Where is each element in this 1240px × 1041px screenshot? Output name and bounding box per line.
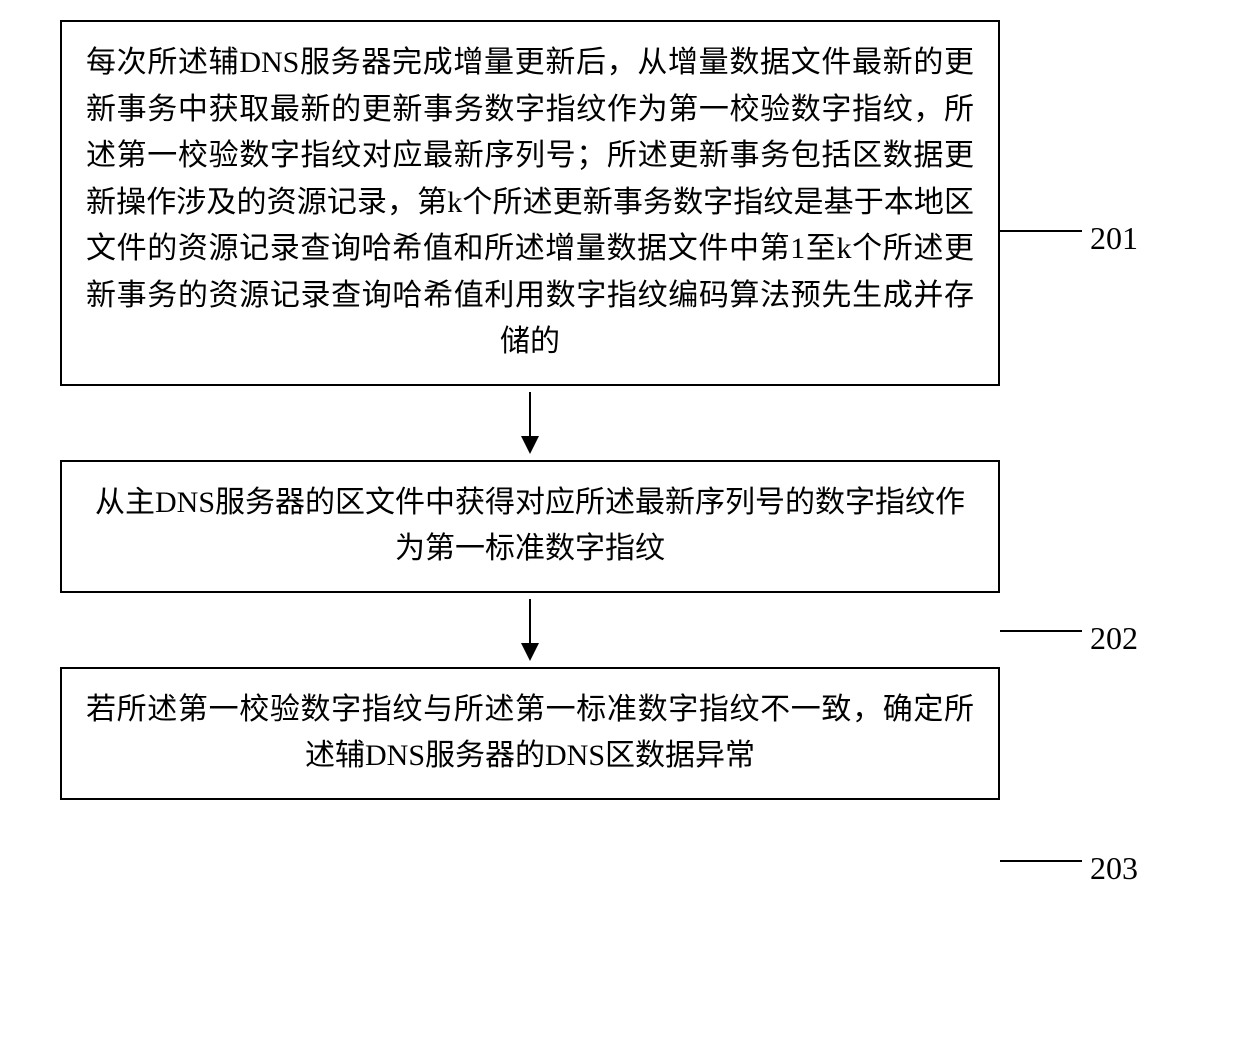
arrow-down-icon <box>515 599 545 661</box>
flow-step-201: 每次所述辅DNS服务器完成增量更新后，从增量数据文件最新的更新事务中获取最新的更… <box>60 20 1000 386</box>
connector-201 <box>1000 230 1082 232</box>
flow-step-202: 从主DNS服务器的区文件中获得对应所述最新序列号的数字指纹作为第一标准数字指纹 <box>60 460 1000 593</box>
label-202: 202 <box>1090 620 1138 657</box>
label-201: 201 <box>1090 220 1138 257</box>
flow-step-203-text: 若所述第一校验数字指纹与所述第一标准数字指纹不一致，确定所述辅DNS服务器的DN… <box>86 687 974 780</box>
flow-step-203: 若所述第一校验数字指纹与所述第一标准数字指纹不一致，确定所述辅DNS服务器的DN… <box>60 667 1000 800</box>
flow-step-201-text: 每次所述辅DNS服务器完成增量更新后，从增量数据文件最新的更新事务中获取最新的更… <box>86 40 974 366</box>
flow-step-202-text: 从主DNS服务器的区文件中获得对应所述最新序列号的数字指纹作为第一标准数字指纹 <box>86 480 974 573</box>
flow-arrow-1 <box>60 386 1000 460</box>
label-203: 203 <box>1090 850 1138 887</box>
arrow-down-icon <box>515 392 545 454</box>
connector-202 <box>1000 630 1082 632</box>
flow-arrow-2 <box>60 593 1000 667</box>
connector-203 <box>1000 860 1082 862</box>
flowchart: 每次所述辅DNS服务器完成增量更新后，从增量数据文件最新的更新事务中获取最新的更… <box>60 20 1180 800</box>
